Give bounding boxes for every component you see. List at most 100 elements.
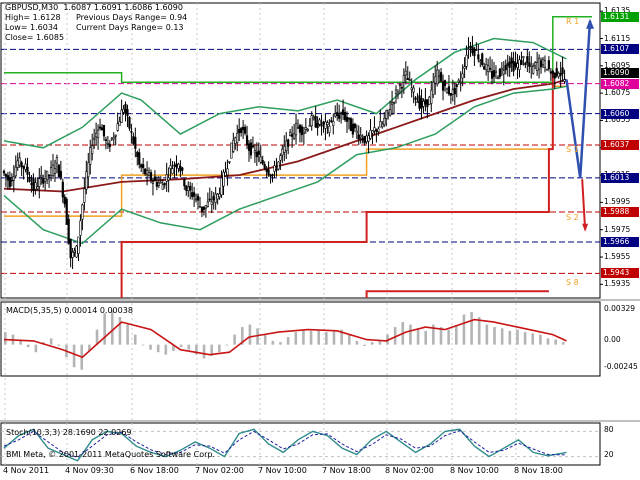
candle-body (232, 139, 235, 152)
candle-body (18, 157, 21, 166)
candle-body (269, 174, 272, 177)
price-level-label: 1.5966 (601, 237, 639, 247)
candle-body (412, 87, 415, 93)
price-level-label: 1.6060 (601, 108, 639, 119)
candle-body (320, 124, 323, 127)
candle-body (12, 176, 15, 181)
candle-body (461, 73, 464, 79)
candle-body (308, 125, 311, 127)
candle-body (498, 68, 501, 78)
candle-body (341, 109, 345, 115)
macd-bar (248, 324, 252, 345)
candle-body (75, 245, 78, 258)
candle-body (104, 139, 108, 141)
candle-body (63, 196, 66, 205)
candle-body (479, 60, 482, 63)
candle-body (488, 68, 492, 70)
candle-body (226, 168, 229, 176)
candle-body (257, 150, 260, 155)
candle-body (118, 121, 121, 126)
candle-body (361, 138, 364, 141)
candle-body (212, 196, 215, 201)
macd-bar (118, 317, 122, 345)
candle-body (398, 84, 402, 86)
candle-body (171, 168, 174, 174)
macd-bar (126, 324, 129, 345)
current-range: Current Days Range= 0.13 (76, 23, 184, 32)
candle-body (175, 163, 178, 168)
candle-body (526, 56, 529, 64)
candle-body (210, 201, 213, 205)
candle-body (500, 67, 503, 71)
candle-body (338, 114, 341, 119)
candle-body (424, 99, 427, 105)
candle-body (116, 123, 119, 131)
macd-bar (523, 332, 527, 345)
candle-body (22, 166, 25, 169)
candle-body (340, 112, 343, 115)
candle-body (296, 127, 300, 129)
candle-body (145, 170, 149, 175)
candle-body (451, 89, 454, 95)
close-value: Close= 1.6085 (5, 33, 65, 42)
candle-body (98, 126, 102, 129)
candle-body (234, 137, 237, 144)
candle-body (279, 155, 282, 161)
previous-range: Previous Days Range= 0.94 (76, 13, 188, 22)
candle-body (371, 130, 374, 134)
candle-body (243, 126, 247, 134)
time-axis-label: 8 Nov 02:00 (385, 466, 434, 475)
macd-bar (286, 337, 290, 345)
macd-bar (539, 334, 542, 345)
price-tick-label: 1.6055 (604, 115, 631, 125)
candle-body (46, 170, 49, 180)
candle-body (181, 167, 184, 171)
candle-body (120, 109, 123, 123)
candle-body (165, 174, 168, 182)
macd-bar (103, 313, 106, 345)
candle-body (259, 156, 262, 163)
price-level-label: 1.6013 (601, 172, 639, 183)
pivot-r1-line (4, 15, 592, 83)
candle-body (392, 102, 396, 104)
candle-body (53, 168, 57, 174)
macd-bar (240, 327, 244, 345)
macd-bar (477, 317, 481, 345)
candle-body (249, 142, 253, 156)
candle-body (198, 206, 202, 208)
candle-body (159, 181, 162, 184)
price-level-label: 1.6107 (601, 44, 639, 55)
candle-body (102, 125, 106, 137)
macd-bar (263, 334, 267, 345)
candle-body (553, 72, 556, 79)
candle-body (4, 174, 8, 177)
candle-body (447, 86, 451, 95)
macd-bar (454, 325, 458, 345)
candle-body (408, 79, 411, 81)
price-tick-label: 1.5935 (604, 279, 631, 289)
macd-bar (439, 327, 443, 345)
candle-body (375, 129, 378, 132)
candle-body (490, 71, 494, 79)
candle-body (436, 69, 439, 85)
candle-body (536, 62, 539, 71)
candle-body (422, 101, 425, 107)
candle-body (108, 143, 111, 148)
candle-body (261, 160, 264, 164)
candle-body (38, 178, 41, 187)
candle-body (169, 165, 172, 169)
candle-body (245, 135, 249, 146)
candle-body (292, 133, 296, 139)
candle-body (202, 206, 206, 210)
price-level-label: 1.6037 (601, 140, 639, 151)
symbol-line: GBPUSD,M30 1.6087 1.6091 1.6086 1.6090 (5, 3, 183, 12)
macd-bar (202, 344, 206, 359)
macd-bar (225, 344, 229, 346)
candle-body (367, 135, 370, 142)
candle-body (318, 119, 321, 125)
candle-body (228, 161, 231, 163)
candle-body (457, 79, 460, 83)
macd-bar (432, 324, 435, 345)
macd-bar (554, 339, 557, 345)
